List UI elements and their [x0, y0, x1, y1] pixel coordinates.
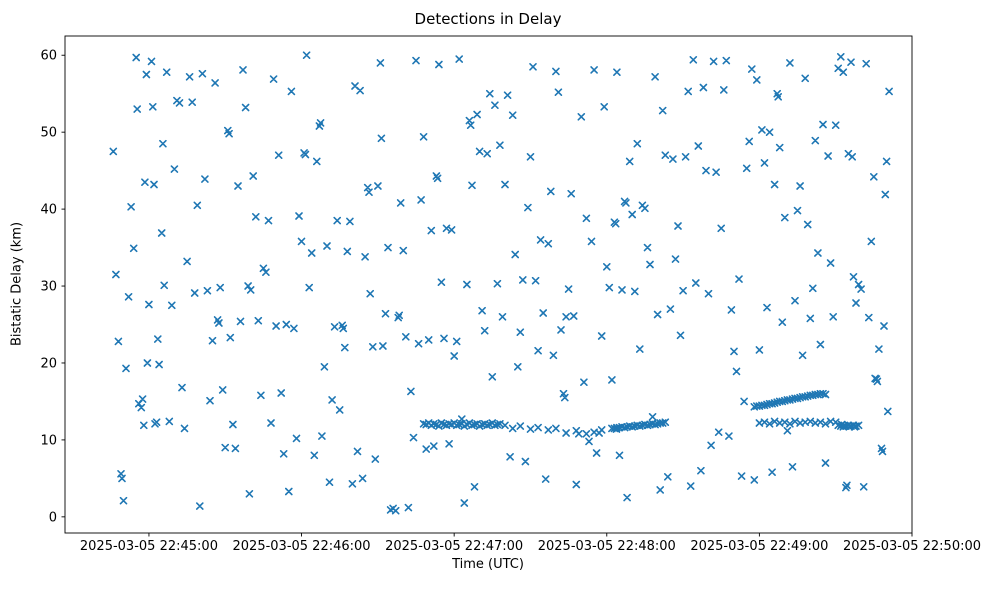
y-tick-label: 50 [40, 126, 57, 141]
x-tick-label: 2025-03-05 22:47:00 [385, 539, 523, 554]
y-tick-label: 30 [40, 280, 57, 295]
y-axis-label: Bistatic Delay (km) [9, 221, 25, 347]
y-tick-label: 0 [49, 510, 57, 525]
chart-title: Detections in Delay [414, 10, 562, 28]
y-tick-label: 10 [40, 433, 57, 448]
x-tick-label: 2025-03-05 22:48:00 [538, 539, 676, 554]
scatter-points [109, 51, 893, 515]
y-tick-label: 20 [40, 356, 57, 371]
x-tick-label: 2025-03-05 22:46:00 [233, 539, 371, 554]
axes-frame [64, 35, 913, 534]
x-tick-label: 2025-03-05 22:50:00 [843, 539, 981, 554]
x-axis-label: Time (UTC) [452, 557, 524, 572]
x-tick-label: 2025-03-05 22:45:00 [80, 539, 218, 554]
x-tick-label: 2025-03-05 22:49:00 [690, 539, 828, 554]
y-tick-label: 60 [40, 49, 57, 64]
y-tick-label: 40 [40, 203, 57, 218]
